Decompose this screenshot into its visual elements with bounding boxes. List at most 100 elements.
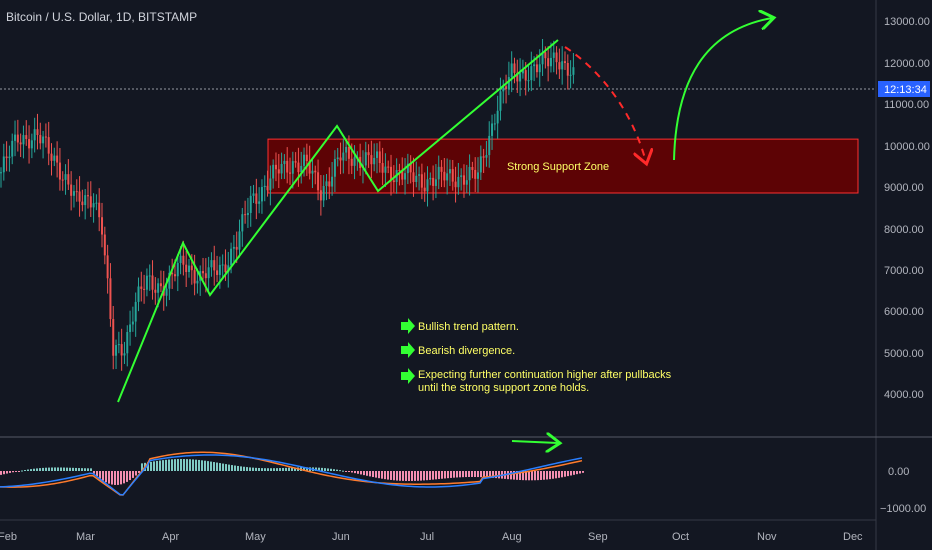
macd-histogram-bar [117,471,119,485]
candle-body [412,172,415,183]
macd-histogram-bar [528,471,530,481]
macd-histogram-bar [435,471,437,480]
candle-body [552,52,555,58]
candle-body [367,152,370,156]
candle-body [67,174,70,185]
candle-body [303,154,306,166]
time-tick-label: Apr [162,531,179,543]
price-axis[interactable]: 13000.00 12000.00 11000.00 10000.00 9000… [878,16,930,401]
candle-body [516,72,519,82]
macd-histogram-bar [42,467,44,471]
macd-histogram-bar [27,469,29,471]
candle-body [440,166,443,172]
macd-histogram-bar [342,470,344,472]
candle-body [317,172,320,191]
time-tick-label: Jul [420,531,434,543]
macd-histogram-bar [468,471,470,477]
macd-histogram-bar [315,467,317,471]
macd-histogram-bar [36,468,38,471]
candle-body [117,344,120,346]
macd-histogram-bar [204,460,206,471]
candle-body [474,169,477,179]
candle-body [56,155,59,163]
macd-histogram-bar [396,471,398,481]
candle-body [460,175,463,177]
candle-body [333,159,336,177]
macd-histogram-bar [105,471,107,483]
macd-histogram-bar [276,468,278,471]
note-text-line-2: until the strong support zone holds. [418,382,589,394]
macd-histogram-bar [255,467,257,471]
candle-body [204,273,207,279]
macd-histogram-bar [66,467,68,471]
candle-body [524,70,527,81]
candle-body [477,172,480,179]
candle-body [47,137,50,154]
candle-body [173,274,176,277]
candle-body [11,140,14,157]
macd-histogram-bar [54,467,56,471]
candle-body [521,70,524,74]
candle-body [373,157,376,165]
macd-histogram-bar [39,468,41,471]
macd-histogram-bar [330,468,332,471]
candle-body [134,301,137,322]
candle-body [157,283,160,293]
macd-histogram-bar [216,462,218,471]
macd-histogram-bar [348,471,350,472]
candle-body [36,129,39,136]
support-zone [267,138,859,194]
chart-title: Bitcoin / U.S. Dollar, 1D, BITSTAMP [6,10,198,24]
candle-body [437,166,440,180]
candle-body [182,255,185,265]
macd-histogram-bar [168,459,170,471]
time-tick-label: Oct [672,531,689,543]
candle-body [555,52,558,63]
macd-histogram-bar [369,471,371,477]
macd-histogram-bar [375,471,377,478]
macd-histogram-bar [81,468,83,471]
candle-body [213,260,216,271]
macd-histogram-bar [345,471,347,472]
indicator-axis[interactable]: 0.00 −1000.00 [880,466,926,515]
candle-body [232,246,235,249]
macd-histogram-bar [462,471,464,478]
candle-body [342,152,345,161]
time-tick-label: Feb [0,531,17,543]
candle-body [207,267,210,279]
macd-histogram-bar [450,471,452,478]
candle-body [423,187,426,192]
macd-histogram-bar [228,464,230,471]
macd-histogram-bar [270,468,272,471]
candle-body [210,260,213,268]
macd-histogram-bar [318,467,320,471]
time-tick-label: Sep [588,531,608,543]
candle-body [103,234,106,256]
candle-body [64,174,67,180]
time-tick-label: Jun [332,531,350,543]
candle-body [527,80,530,82]
candle-body [507,77,510,90]
candle-body [33,129,36,141]
macd-histogram-bar [339,470,341,472]
macd-histogram-bar [195,459,197,471]
macd-histogram-bar [90,468,92,471]
candle-body [230,248,233,266]
candle-body [505,86,508,90]
candle-body [263,185,266,188]
candle-body [443,171,446,181]
time-axis[interactable]: Feb Mar Apr May Jun Jul Aug Sep Oct Nov … [0,531,863,543]
candle-body [544,52,547,59]
macd-histogram-bar [465,471,467,478]
candle-body [398,170,401,172]
macd-histogram-bar [360,471,362,475]
candle-body [14,134,17,141]
macd-histogram-bar [534,471,536,481]
candle-body [406,163,409,174]
candle-body [143,288,146,290]
candle-body [92,203,95,208]
candle-body [101,217,104,235]
macd-histogram-bar [564,471,566,477]
candle-body [2,156,5,173]
